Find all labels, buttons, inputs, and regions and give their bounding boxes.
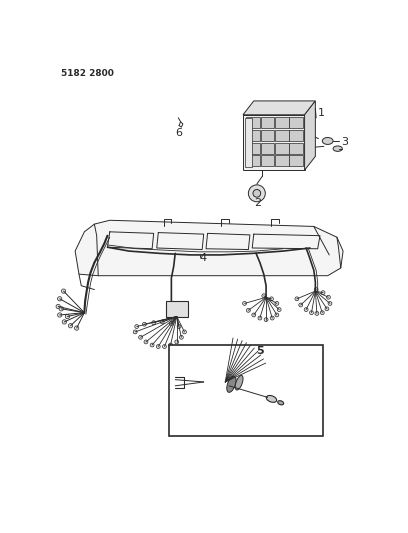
Circle shape <box>182 330 186 334</box>
Circle shape <box>180 335 183 339</box>
Circle shape <box>150 343 154 347</box>
Ellipse shape <box>278 401 284 405</box>
Circle shape <box>59 306 63 311</box>
Bar <box>261 143 274 154</box>
Circle shape <box>142 322 146 326</box>
Polygon shape <box>305 101 315 170</box>
Bar <box>289 117 303 128</box>
Circle shape <box>315 311 319 316</box>
Circle shape <box>152 321 155 325</box>
Circle shape <box>62 289 66 293</box>
Ellipse shape <box>333 146 342 151</box>
Circle shape <box>248 185 265 202</box>
Bar <box>166 301 188 317</box>
Circle shape <box>75 326 79 330</box>
Text: 3: 3 <box>341 137 348 147</box>
Bar <box>289 130 303 141</box>
Bar <box>246 155 260 166</box>
Circle shape <box>299 303 303 307</box>
Circle shape <box>133 330 137 334</box>
Circle shape <box>295 297 299 301</box>
Bar <box>289 143 303 154</box>
Circle shape <box>304 308 308 311</box>
Circle shape <box>258 316 262 320</box>
Ellipse shape <box>322 138 333 144</box>
Polygon shape <box>243 101 315 115</box>
Circle shape <box>275 302 279 305</box>
Polygon shape <box>75 220 343 276</box>
Circle shape <box>270 297 273 301</box>
Circle shape <box>246 309 250 312</box>
Circle shape <box>58 297 62 301</box>
Bar <box>261 155 274 166</box>
Circle shape <box>271 316 274 320</box>
Bar <box>261 130 274 141</box>
Text: 2: 2 <box>254 198 261 208</box>
Circle shape <box>65 314 70 319</box>
Circle shape <box>135 325 139 328</box>
Circle shape <box>139 335 142 339</box>
Text: 5: 5 <box>256 346 264 356</box>
Text: 5182 2800: 5182 2800 <box>61 69 114 77</box>
Circle shape <box>169 321 173 325</box>
Ellipse shape <box>266 395 277 402</box>
Bar <box>243 115 305 170</box>
Bar <box>169 345 323 436</box>
Bar <box>289 155 303 166</box>
Circle shape <box>144 340 148 344</box>
Circle shape <box>58 313 62 317</box>
Bar <box>244 118 252 167</box>
Bar <box>246 130 260 141</box>
Text: 6: 6 <box>175 128 182 139</box>
Circle shape <box>62 320 67 324</box>
Circle shape <box>175 340 179 344</box>
Ellipse shape <box>227 376 236 392</box>
Circle shape <box>277 308 281 311</box>
Circle shape <box>264 318 268 321</box>
Circle shape <box>328 302 332 305</box>
Circle shape <box>156 345 160 349</box>
Circle shape <box>160 320 164 324</box>
Circle shape <box>326 295 330 299</box>
Circle shape <box>56 304 60 309</box>
Bar <box>261 117 274 128</box>
Bar <box>246 143 260 154</box>
Circle shape <box>314 288 318 292</box>
Circle shape <box>275 313 279 317</box>
Circle shape <box>320 311 324 314</box>
Circle shape <box>169 343 173 347</box>
Bar <box>275 130 289 141</box>
Circle shape <box>262 294 266 297</box>
Circle shape <box>325 307 329 311</box>
Bar <box>246 117 260 128</box>
Text: 4: 4 <box>200 253 207 263</box>
Circle shape <box>69 324 73 328</box>
Circle shape <box>162 345 166 349</box>
Ellipse shape <box>235 375 243 390</box>
Bar <box>275 155 289 166</box>
Text: 1: 1 <box>318 108 325 118</box>
Circle shape <box>252 313 256 317</box>
Circle shape <box>310 311 313 314</box>
Circle shape <box>253 189 261 197</box>
Circle shape <box>177 325 181 328</box>
Bar <box>275 143 289 154</box>
Circle shape <box>321 290 325 295</box>
Bar <box>275 117 289 128</box>
Circle shape <box>243 302 246 305</box>
